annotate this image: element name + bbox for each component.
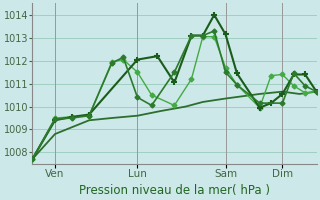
X-axis label: Pression niveau de la mer( hPa ): Pression niveau de la mer( hPa ) (79, 184, 270, 197)
